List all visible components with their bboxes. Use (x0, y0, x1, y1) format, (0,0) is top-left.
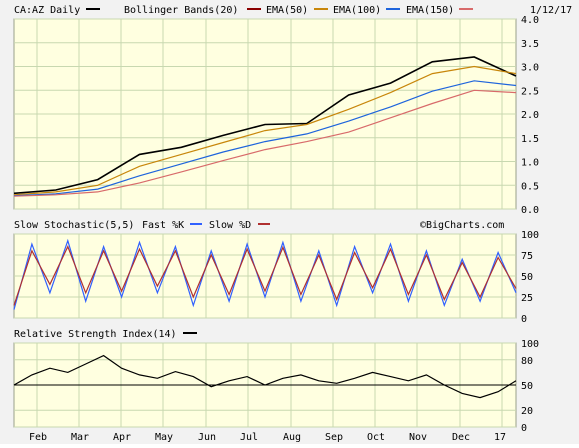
y-tick-label: 4.0 (521, 15, 539, 26)
x-tick-label: Aug (283, 432, 301, 443)
x-tick-label: Jun (198, 432, 216, 443)
y-tick-label: 25 (521, 293, 533, 304)
y-tick-label: 75 (521, 251, 533, 262)
series-line-ca-az-daily (13, 56, 517, 195)
symbol-label: CA:AZ Daily (14, 5, 80, 16)
date-label: 1/12/17 (530, 5, 572, 16)
series-line-ema-100 (13, 80, 517, 197)
y-tick-label: 1.0 (521, 158, 539, 169)
ema100-label: EMA(100) (333, 5, 381, 16)
ema50-label: EMA(50) (266, 5, 308, 16)
fastk-label: Fast %K (142, 220, 184, 231)
bollinger-label: Bollinger Bands(20) (124, 5, 238, 16)
y-tick-label: 3.5 (521, 39, 539, 50)
rsi-series (13, 354, 517, 399)
y-tick-label: 3.0 (521, 63, 539, 74)
grid-lines (14, 18, 516, 428)
y-tick-label: 2.0 (521, 110, 539, 121)
rsi-title: Relative Strength Index(14) (14, 329, 177, 340)
series-line-slow-d (13, 245, 517, 306)
x-tick-label: 17 (494, 432, 506, 443)
stochastic-series (13, 238, 517, 310)
series-line-ema-150 (13, 89, 517, 197)
x-tick-label: Apr (113, 432, 131, 443)
watermark: ©BigCharts.com (420, 220, 504, 231)
x-tick-label: Mar (71, 432, 89, 443)
y-tick-label: 50 (521, 272, 533, 283)
y-tick-label: 50 (521, 381, 533, 392)
x-tick-label: Jul (240, 432, 258, 443)
y-tick-label: 20 (521, 406, 533, 417)
y-tick-label: 100 (521, 339, 539, 350)
axis-labels: 0.0 0.5 1.0 1.5 2.0 2.5 3.0 3.5 4.0 0 25 50 75 100 0 20… (29, 15, 539, 443)
x-tick-label: Nov (409, 432, 427, 443)
y-tick-label: 0 (521, 314, 527, 325)
stochastic-title: Slow Stochastic(5,5) (14, 220, 134, 231)
x-tick-label: Sep (325, 432, 343, 443)
y-tick-label: 0.5 (521, 181, 539, 192)
series-line-ema-50 (13, 65, 517, 196)
y-tick-label: 80 (521, 356, 533, 367)
x-tick-label: Feb (29, 432, 47, 443)
slowd-label: Slow %D (209, 220, 251, 231)
x-tick-label: Oct (367, 432, 385, 443)
y-tick-label: 0.0 (521, 205, 539, 216)
x-tick-label: May (155, 432, 173, 443)
y-tick-label: 2.5 (521, 86, 539, 97)
y-tick-label: 0 (521, 423, 527, 434)
y-tick-label: 1.5 (521, 134, 539, 145)
x-tick-label: Dec (452, 432, 470, 443)
ema150-label: EMA(150) (406, 5, 454, 16)
price-series (13, 56, 517, 197)
y-tick-label: 100 (521, 230, 539, 241)
